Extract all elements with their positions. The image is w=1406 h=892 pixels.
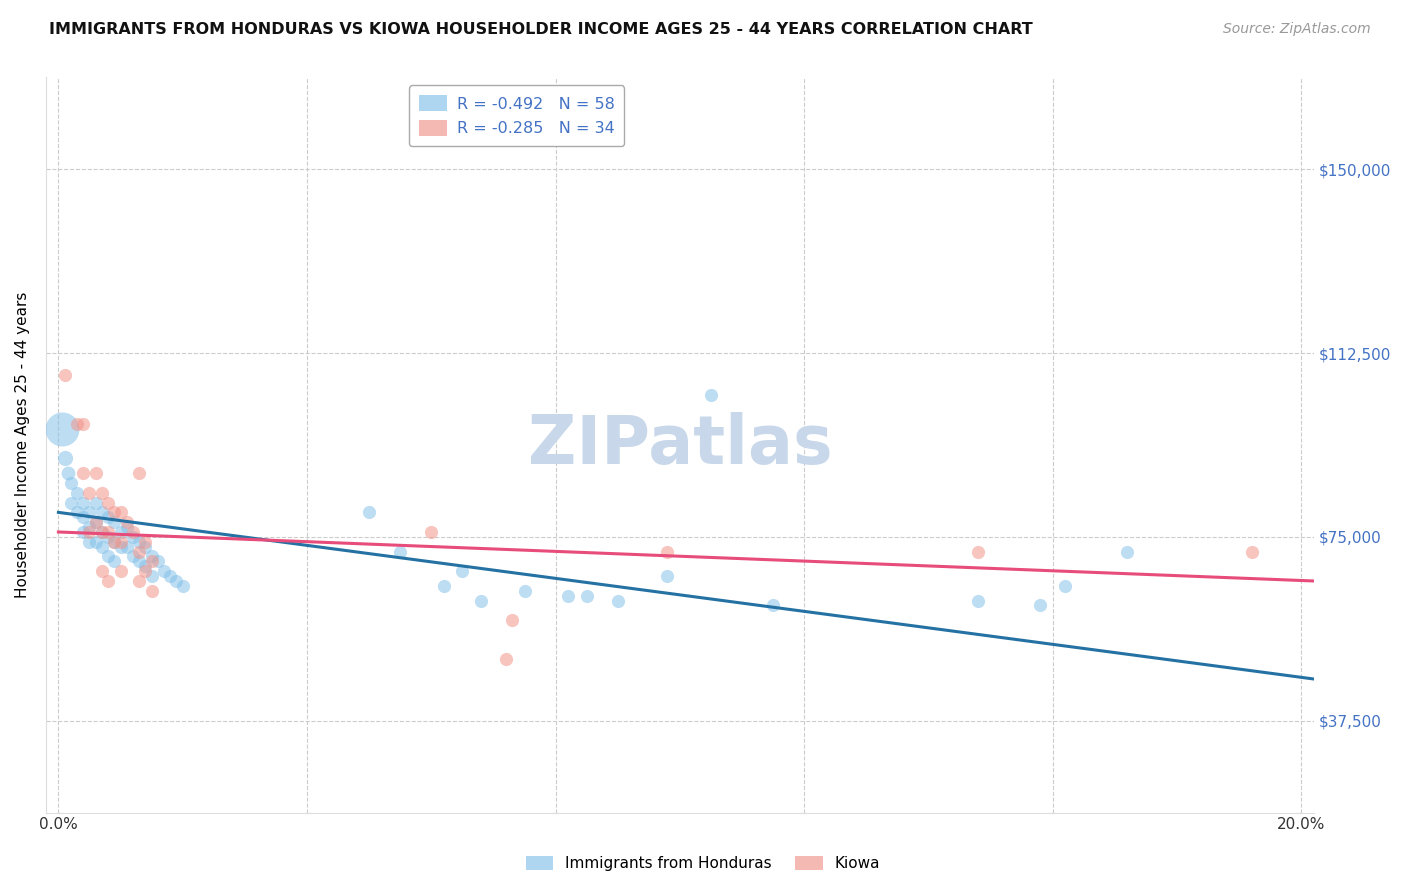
Y-axis label: Householder Income Ages 25 - 44 years: Householder Income Ages 25 - 44 years [15, 292, 30, 599]
Point [141, 569, 163, 583]
Point [575, 589, 598, 603]
Point [1029, 599, 1052, 613]
Point [128, 544, 150, 558]
Point [606, 593, 628, 607]
Point [1240, 544, 1263, 558]
Point [146, 554, 169, 568]
Point [103, 534, 125, 549]
Point [122, 530, 145, 544]
Point [103, 515, 125, 529]
Point [90, 485, 112, 500]
Point [97, 574, 120, 588]
Point [103, 505, 125, 519]
Point [110, 505, 132, 519]
Point [115, 520, 138, 534]
Point [79, 520, 101, 534]
Point [153, 564, 176, 578]
Point [72, 417, 94, 432]
Point [90, 564, 112, 578]
Point [134, 534, 156, 549]
Point [72, 524, 94, 539]
Legend: R = -0.492   N = 58, R = -0.285   N = 34: R = -0.492 N = 58, R = -0.285 N = 34 [409, 86, 624, 145]
Point [59, 495, 82, 509]
Point [110, 534, 132, 549]
Point [762, 599, 785, 613]
Point [66, 485, 89, 500]
Point [159, 569, 181, 583]
Point [128, 554, 150, 568]
Point [128, 466, 150, 480]
Point [66, 417, 89, 432]
Point [122, 549, 145, 564]
Point [66, 505, 89, 519]
Point [128, 574, 150, 588]
Point [84, 495, 107, 509]
Point [79, 524, 101, 539]
Point [172, 579, 194, 593]
Point [166, 574, 188, 588]
Point [84, 534, 107, 549]
Point [389, 544, 412, 558]
Point [103, 534, 125, 549]
Point [967, 593, 990, 607]
Point [141, 549, 163, 564]
Point [53, 368, 76, 383]
Point [657, 544, 679, 558]
Point [433, 579, 456, 593]
Point [97, 495, 120, 509]
Point [72, 495, 94, 509]
Point [97, 510, 120, 524]
Point [110, 524, 132, 539]
Point [59, 475, 82, 490]
Point [72, 466, 94, 480]
Point [103, 554, 125, 568]
Point [115, 515, 138, 529]
Point [501, 613, 523, 627]
Point [97, 549, 120, 564]
Point [700, 388, 723, 402]
Point [1054, 579, 1077, 593]
Point [1116, 544, 1139, 558]
Point [79, 505, 101, 519]
Point [90, 540, 112, 554]
Point [53, 451, 76, 466]
Point [128, 534, 150, 549]
Point [141, 583, 163, 598]
Point [967, 544, 990, 558]
Point [90, 524, 112, 539]
Point [657, 569, 679, 583]
Point [90, 505, 112, 519]
Point [495, 652, 517, 666]
Point [134, 564, 156, 578]
Point [470, 593, 492, 607]
Text: ZIPatlas: ZIPatlas [527, 412, 832, 478]
Point [115, 540, 138, 554]
Point [557, 589, 579, 603]
Point [51, 422, 73, 436]
Point [84, 515, 107, 529]
Point [420, 524, 443, 539]
Point [79, 485, 101, 500]
Point [110, 540, 132, 554]
Point [134, 540, 156, 554]
Legend: Immigrants from Honduras, Kiowa: Immigrants from Honduras, Kiowa [520, 850, 886, 877]
Point [141, 554, 163, 568]
Point [97, 524, 120, 539]
Point [84, 515, 107, 529]
Point [79, 534, 101, 549]
Point [451, 564, 474, 578]
Point [97, 530, 120, 544]
Point [84, 466, 107, 480]
Point [90, 524, 112, 539]
Text: IMMIGRANTS FROM HONDURAS VS KIOWA HOUSEHOLDER INCOME AGES 25 - 44 YEARS CORRELAT: IMMIGRANTS FROM HONDURAS VS KIOWA HOUSEH… [49, 22, 1033, 37]
Point [110, 564, 132, 578]
Point [122, 524, 145, 539]
Point [359, 505, 381, 519]
Point [513, 583, 536, 598]
Text: Source: ZipAtlas.com: Source: ZipAtlas.com [1223, 22, 1371, 37]
Point [56, 466, 79, 480]
Point [72, 510, 94, 524]
Point [134, 559, 156, 574]
